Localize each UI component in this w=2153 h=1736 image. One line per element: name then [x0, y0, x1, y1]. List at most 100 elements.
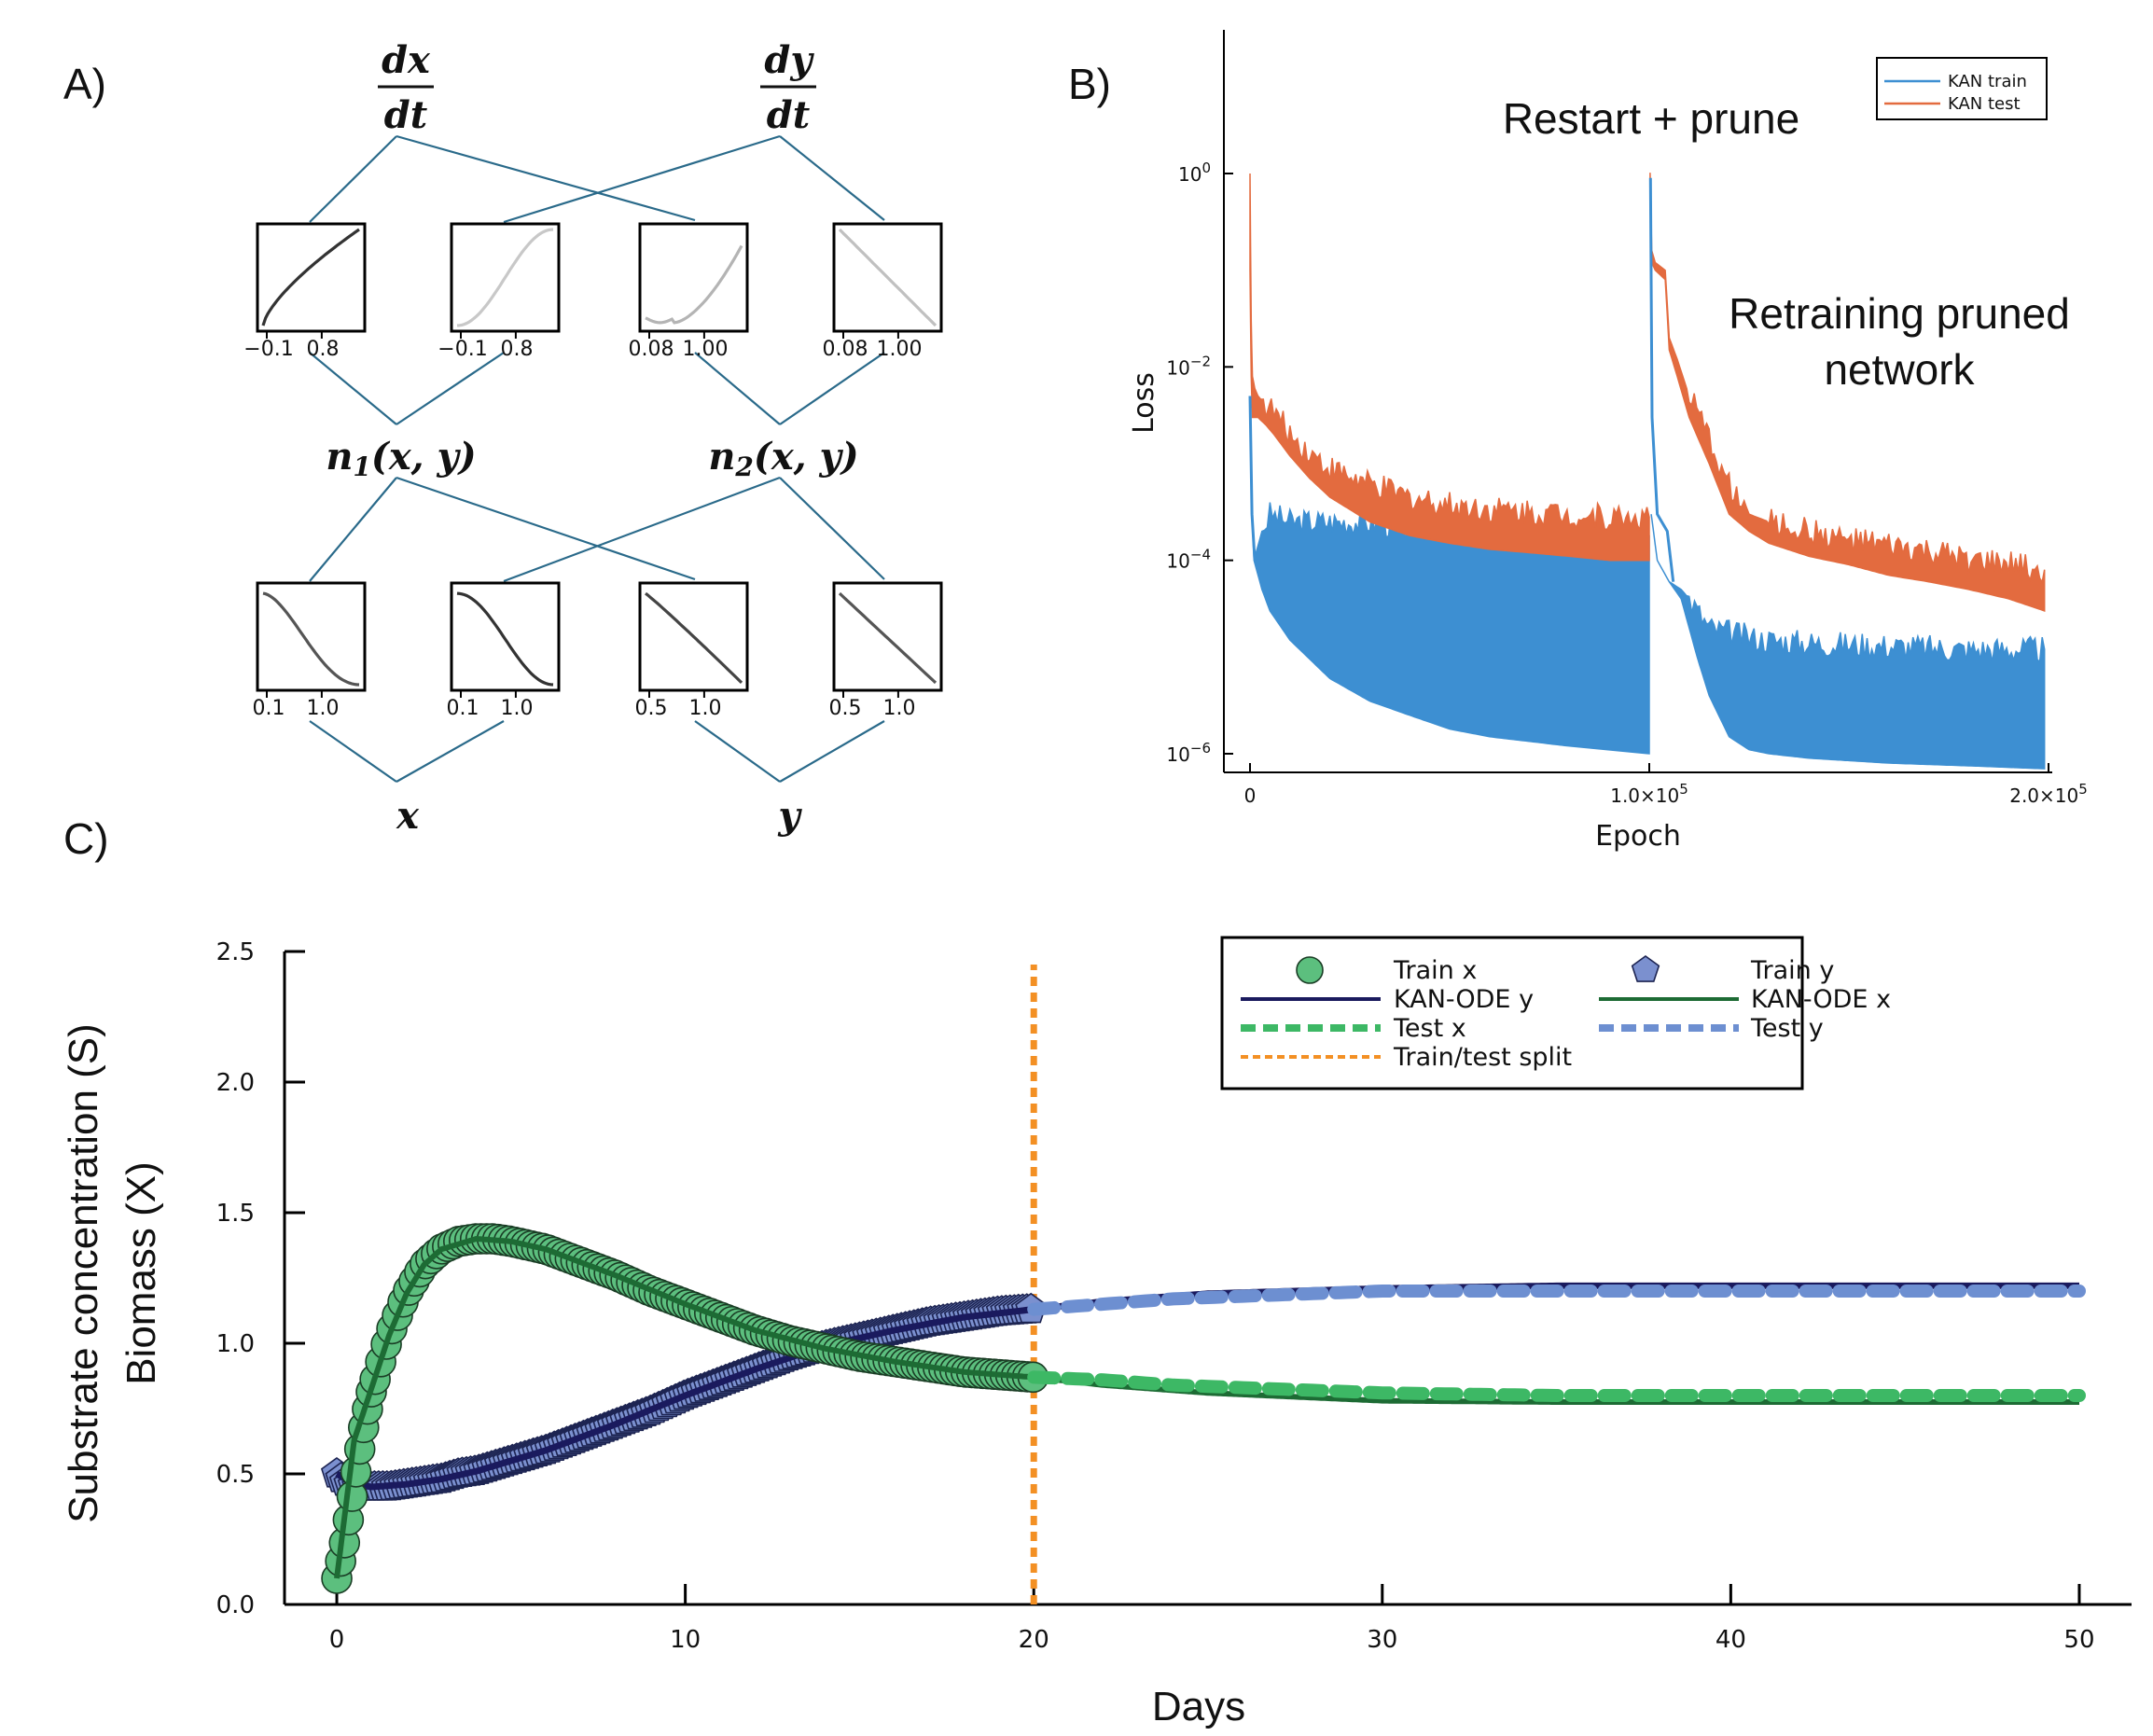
- legend-frame: [1876, 57, 2048, 120]
- network-edge: [779, 477, 885, 580]
- output-numerator: dy: [764, 38, 814, 82]
- x-tick-label: 20: [1019, 1626, 1049, 1654]
- activation-frame: [256, 222, 367, 333]
- train-restart-drop: [1648, 177, 1675, 582]
- annotation-network: network: [1824, 345, 1975, 394]
- panel-b-letter: B): [1068, 60, 1111, 108]
- legend-label: Test x: [1393, 1014, 1466, 1043]
- panel-a-letter: A): [63, 60, 106, 108]
- network-edge: [694, 352, 781, 425]
- y-tick-label: 100: [1178, 160, 1211, 186]
- activation-curve: [838, 591, 938, 685]
- panel-a-network-diagram: −0.1 0.8 −0.1 0.8 0.08 1.00 0.08 1.00 0.1 1.0 0.1 1…: [243, 38, 943, 838]
- output-denominator: dt: [767, 93, 811, 137]
- activation-tick-label: 1.0: [689, 697, 722, 720]
- network-edge: [779, 720, 885, 783]
- activation-plot-top-3: 0.08 1.00: [629, 222, 749, 361]
- activation-tick-label: 0.5: [829, 697, 862, 720]
- time-series-legend: Train x Train y KAN-ODE y KAN-ODE x Test x Te…: [1220, 936, 1891, 1090]
- activation-curve: [838, 228, 938, 327]
- test-x-line: [1027, 1370, 2086, 1402]
- activation-tick-label: 0.1: [447, 697, 479, 720]
- annotation-restart: Restart + prune: [1503, 94, 1799, 143]
- output-numerator: dx: [382, 38, 431, 82]
- activation-tick-label: −0.1: [438, 338, 487, 361]
- activation-plots: −0.1 0.8 −0.1 0.8 0.08 1.00 0.08 1.00 0.1 1.0 0.1 1…: [243, 222, 943, 720]
- activation-tick-label: 0.1: [253, 697, 285, 720]
- network-edge: [396, 352, 505, 425]
- x-axis-title: Days: [1152, 1684, 1245, 1729]
- activation-curve: [456, 228, 554, 327]
- legend-label: Train/test split: [1393, 1043, 1572, 1072]
- legend-entry: Train x: [1296, 956, 1477, 985]
- activation-tick-label: −0.1: [243, 338, 293, 361]
- legend-entry: Test x: [1241, 1014, 1466, 1043]
- legend-label: Test y: [1750, 1014, 1824, 1043]
- y-tick-label: 0.0: [216, 1591, 255, 1619]
- network-edge: [503, 134, 781, 224]
- input-node-label: y: [777, 794, 802, 838]
- loss-series-kan-test: [1249, 173, 2046, 612]
- y-axis-title-line-1: Substrate concentration (S): [61, 1023, 106, 1523]
- network-edge: [396, 134, 696, 222]
- network-edge: [694, 720, 781, 783]
- activation-curve: [456, 591, 554, 687]
- output-denominator: dt: [384, 93, 428, 137]
- legend-entry: Train y: [1631, 955, 1834, 985]
- activation-tick-label: 0.08: [629, 338, 674, 361]
- x-tick-label: 50: [2063, 1626, 2094, 1654]
- x-tick-label: 0: [1244, 785, 1257, 807]
- panel-c-letter: C): [63, 814, 109, 863]
- loss-series-kan-train: [1249, 396, 2046, 770]
- input-node-label: x: [396, 794, 420, 838]
- train-x-markers: [321, 1223, 1049, 1594]
- x-tick-label: 1.0×105: [1610, 781, 1688, 807]
- x-tick-label: 0: [329, 1626, 345, 1654]
- y-tick-label: 2.0: [216, 1069, 255, 1097]
- activation-curve: [645, 244, 743, 325]
- legend-entry: KAN-ODE y: [1241, 985, 1534, 1014]
- x-axis-title: Epoch: [1595, 820, 1681, 853]
- activation-plot-top-4: 0.08 1.00: [823, 222, 943, 361]
- annotation-retraining: Retraining pruned: [1729, 289, 2070, 338]
- loss-axes: 0 1.0×105 2.0×105 100 10−2 10−4 10−6 Epoch Loss: [1128, 30, 2088, 853]
- loss-legend: KAN train KAN test: [1876, 57, 2048, 120]
- legend-label: KAN train: [1948, 72, 2027, 91]
- activation-tick-label: 0.5: [635, 697, 668, 720]
- activation-plot-bottom-4: 0.5 1.0: [829, 581, 943, 720]
- legend-label: Train x: [1393, 956, 1477, 985]
- x-tick-label: 2.0×105: [2009, 781, 2088, 807]
- y-tick-label: 2.5: [216, 938, 255, 966]
- x-tick-label: 40: [1715, 1626, 1746, 1654]
- hidden-node-label: n1(x, y): [326, 435, 476, 482]
- activation-plot-bottom-1: 0.1 1.0: [253, 581, 367, 720]
- loss-band: [1249, 173, 1650, 562]
- legend-entry: Train/test split: [1241, 1043, 1572, 1072]
- loss-annotations: Restart + prune Retraining pruned network: [1503, 94, 2070, 394]
- hidden-node-label: n2(x, y): [708, 435, 858, 482]
- legend-label: Train y: [1750, 956, 1834, 985]
- activation-tick-label: 0.8: [501, 338, 534, 361]
- train-initial-drop: [1248, 396, 1257, 561]
- network-edge: [779, 135, 885, 221]
- activation-plot-bottom-3: 0.5 1.0: [635, 581, 749, 720]
- activation-curve: [645, 591, 743, 685]
- panel-b-loss-chart: 0 1.0×105 2.0×10510010−210−410−6EpochLoss …: [1128, 30, 2088, 853]
- y-tick-label: 1.0: [216, 1330, 255, 1358]
- legend-label: KAN-ODE x: [1751, 985, 1891, 1014]
- activation-plot-top-1: −0.1 0.8: [243, 222, 367, 361]
- test-y-line: [1027, 1285, 2086, 1316]
- network-edge: [309, 135, 397, 223]
- y-tick-label: 10−6: [1166, 740, 1211, 766]
- network-edges: [309, 134, 885, 783]
- network-edge: [396, 720, 505, 783]
- legend-label: KAN-ODE y: [1394, 985, 1534, 1014]
- activation-curve: [262, 591, 360, 687]
- network-edge: [503, 476, 781, 583]
- loss-series: [1248, 173, 2046, 770]
- legend-swatch: [1631, 955, 1660, 982]
- activation-frame: [638, 222, 749, 333]
- panel-c-time-series-chart: 0 10 20 30 40 50 0.0 0.5 1.0 1.5 2.0 2.5 Days Substra…: [61, 936, 2132, 1729]
- y-tick-label: 10−4: [1166, 547, 1211, 573]
- y-tick-label: 1.5: [216, 1200, 255, 1228]
